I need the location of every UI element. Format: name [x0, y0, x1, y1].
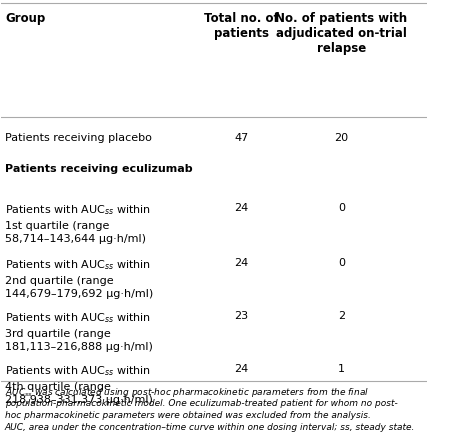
Text: Group: Group	[5, 11, 45, 25]
Text: 24: 24	[234, 364, 248, 374]
Text: AUC, area under the concentration–time curve within one dosing interval; ss, ste: AUC, area under the concentration–time c…	[5, 423, 415, 432]
Text: No. of patients with
adjudicated on-trial
relapse: No. of patients with adjudicated on-tria…	[275, 11, 408, 55]
Text: 0: 0	[338, 203, 345, 213]
Text: 47: 47	[234, 133, 248, 143]
Text: 0: 0	[338, 259, 345, 268]
Text: Patients receiving placebo: Patients receiving placebo	[5, 133, 152, 143]
Text: 20: 20	[334, 133, 348, 143]
Text: 2: 2	[338, 311, 345, 321]
Text: 1: 1	[338, 364, 345, 374]
Text: Patients with AUC$_{ss}$ within
4th quartile (range
218,938–331,373 μg·h/ml): Patients with AUC$_{ss}$ within 4th quar…	[5, 364, 153, 405]
Text: Total no. of
patients: Total no. of patients	[204, 11, 279, 40]
Text: 23: 23	[234, 311, 248, 321]
Text: Patients with AUC$_{ss}$ within
1st quartile (range
58,714–143,644 μg·h/ml): Patients with AUC$_{ss}$ within 1st quar…	[5, 203, 151, 244]
Text: 24: 24	[234, 203, 248, 213]
Text: hoc pharmacokinetic parameters were obtained was excluded from the analysis.: hoc pharmacokinetic parameters were obta…	[5, 411, 371, 420]
Text: population-pharmacokinetic model. One eculizumab-treated patient for whom no pos: population-pharmacokinetic model. One ec…	[5, 399, 398, 408]
Text: Patients with AUC$_{ss}$ within
2nd quartile (range
144,679–179,692 μg·h/ml): Patients with AUC$_{ss}$ within 2nd quar…	[5, 259, 153, 299]
Text: Patients receiving eculizumab: Patients receiving eculizumab	[5, 164, 192, 174]
Text: Patients with AUC$_{ss}$ within
3rd quartile (range
181,113–216,888 μg·h/ml): Patients with AUC$_{ss}$ within 3rd quar…	[5, 311, 153, 352]
Text: AUC$_{ss}$ was calculated using post-hoc pharmacokinetic parameters from the fin: AUC$_{ss}$ was calculated using post-hoc…	[5, 386, 369, 399]
Text: 24: 24	[234, 259, 248, 268]
